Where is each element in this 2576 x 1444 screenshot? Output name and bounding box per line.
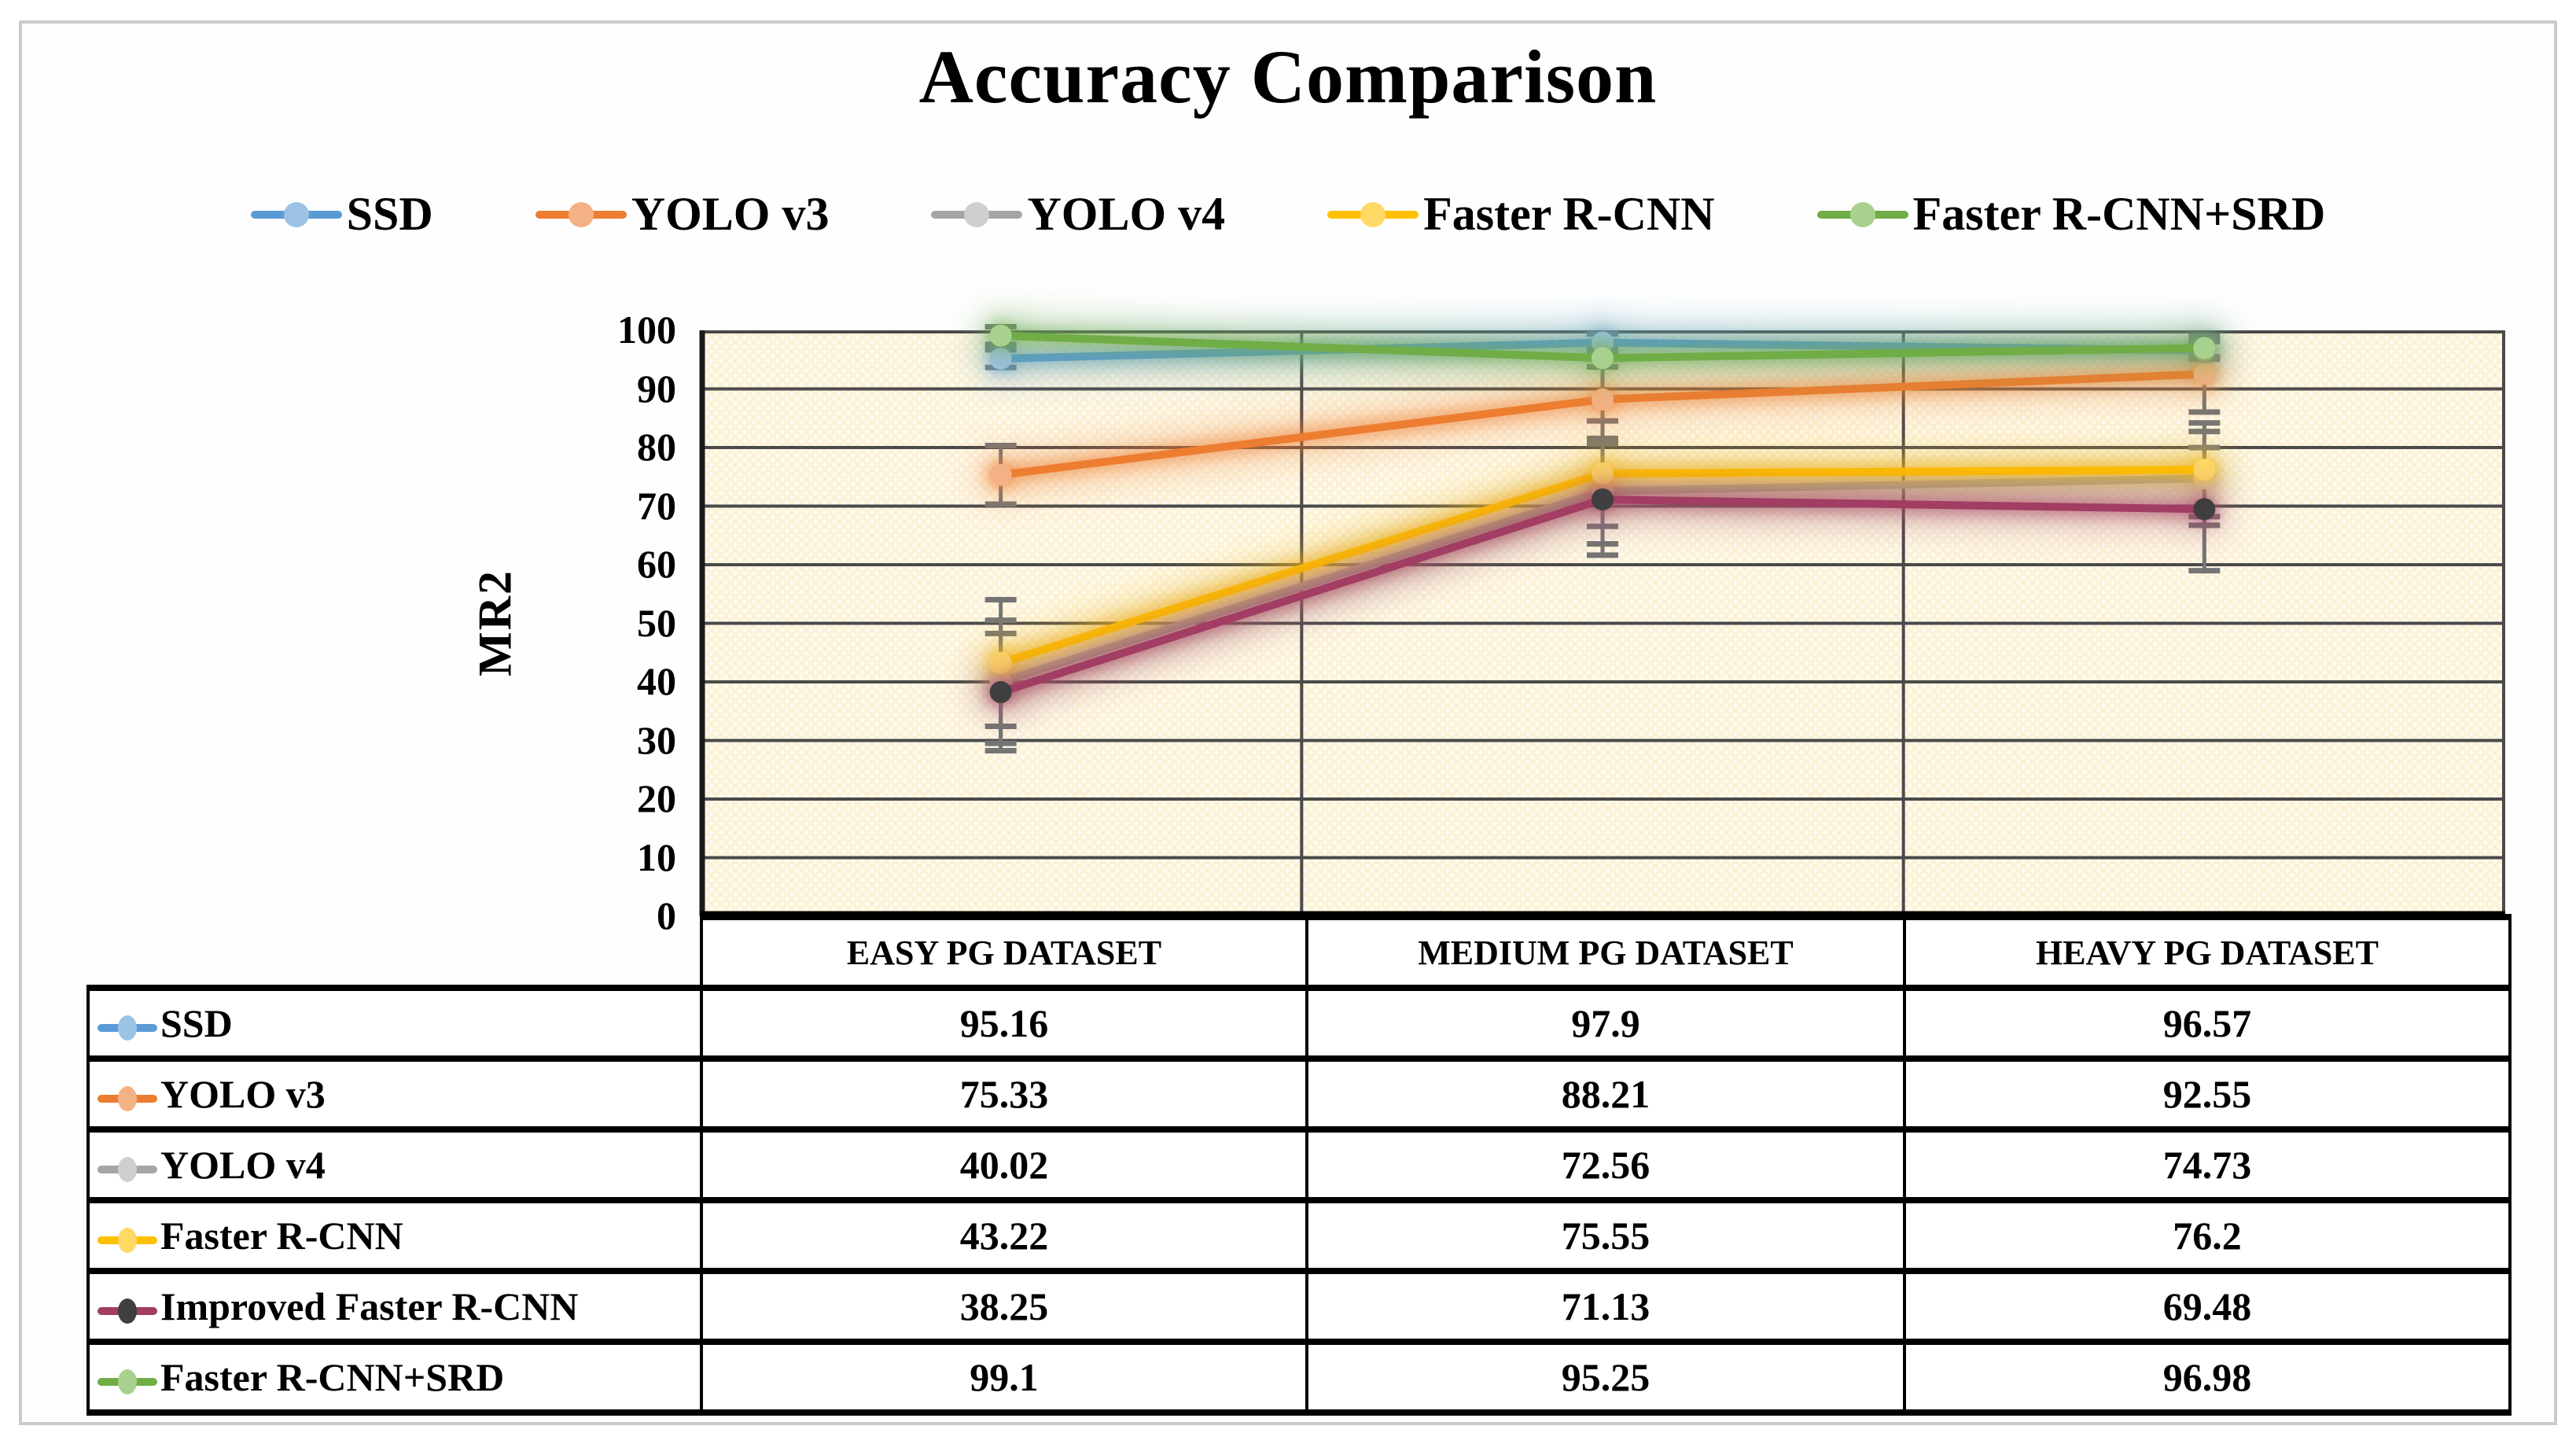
legend-item-yolo-v4: YOLO v4	[931, 187, 1225, 241]
row-label-text: Faster R-CNN+SRD	[160, 1355, 505, 1399]
legend-label: SSD	[346, 188, 433, 240]
data-point-yolo-v3-0	[989, 463, 1012, 486]
legend-item-faster-r-cnn-srd: Faster R-CNN+SRD	[1816, 187, 2326, 241]
data-point-faster-r-cnn-srd-2	[2193, 337, 2216, 359]
cell-faster-r-cnn-easy-pg-dataset: 43.22	[700, 1197, 1308, 1274]
legend-marker-faster-r-cnn-srd-icon	[1816, 199, 1908, 230]
cell-faster-r-cnn-heavy-pg-dataset: 76.2	[1903, 1197, 2512, 1274]
data-point-improved-faster-r-cnn-2	[2193, 498, 2216, 521]
data-point-faster-r-cnn-srd-0	[989, 324, 1012, 347]
cell-faster-r-cnn-medium-pg-dataset: 75.55	[1305, 1197, 1906, 1274]
column-header-heavy-pg-dataset: HEAVY PG DATASET	[1903, 914, 2512, 991]
legend-item-faster-r-cnn: Faster R-CNN	[1327, 187, 1715, 241]
legend-item-ssd: SSD	[250, 187, 433, 241]
data-point-faster-r-cnn-srd-1	[1592, 347, 1614, 370]
data-point-faster-r-cnn-2	[2193, 459, 2216, 481]
series-key-faster-r-cnn-icon	[98, 1225, 157, 1256]
series-key-yolo-v4-icon	[98, 1154, 157, 1185]
series-faster-r-cnn	[989, 459, 2216, 675]
y-tick-label-70: 70	[637, 483, 676, 528]
cell-ssd-heavy-pg-dataset: 96.57	[1903, 985, 2512, 1062]
legend-label: Faster R-CNN	[1423, 188, 1715, 240]
chart-title: Accuracy Comparison	[918, 35, 1658, 119]
table-corner-blank	[88, 917, 701, 988]
y-tick-label-20: 20	[637, 776, 676, 820]
data-point-yolo-v3-2	[2193, 363, 2216, 385]
legend-label: Faster R-CNN+SRD	[1912, 188, 2326, 240]
cell-yolo-v3-medium-pg-dataset: 88.21	[1305, 1055, 1906, 1133]
legend: SSD YOLO v3 YOLO v4 Faster R-CNN Faster R-CN…	[0, 187, 2576, 241]
table-row-faster-r-cnn: Faster R-CNN 43.22 75.55 76.2	[86, 1197, 2512, 1274]
table-row-yolo-v4: YOLO v4 40.02 72.56 74.73	[86, 1126, 2512, 1203]
table-row-yolo-v3: YOLO v3 75.33 88.21 92.55	[86, 1055, 2512, 1133]
data-point-faster-r-cnn-1	[1592, 462, 1614, 485]
row-label-text: YOLO v3	[160, 1072, 326, 1116]
cell-yolo-v3-heavy-pg-dataset: 92.55	[1903, 1055, 2512, 1133]
y-tick-label-30: 30	[637, 717, 676, 762]
legend-label: YOLO v3	[631, 188, 830, 240]
cell-improved-faster-r-cnn-easy-pg-dataset: 38.25	[700, 1268, 1308, 1345]
table-row-faster-r-cnn-srd: Faster R-CNN+SRD 99.1 95.25 96.98	[86, 1339, 2512, 1416]
row-label-yolo-v3: YOLO v3	[86, 1055, 703, 1133]
legend-label: YOLO v4	[1027, 188, 1226, 240]
cell-yolo-v4-heavy-pg-dataset: 74.73	[1903, 1126, 2512, 1203]
row-label-ssd: SSD	[86, 985, 703, 1062]
cell-faster-r-cnn-srd-heavy-pg-dataset: 96.98	[1903, 1339, 2512, 1416]
table-row-improved-faster-r-cnn: Improved Faster R-CNN 38.25 71.13 69.48	[86, 1268, 2512, 1345]
row-label-text: YOLO v4	[160, 1143, 326, 1187]
data-point-yolo-v3-1	[1592, 388, 1614, 411]
data-point-ssd-0	[989, 348, 1012, 370]
cell-yolo-v4-easy-pg-dataset: 40.02	[700, 1126, 1308, 1203]
data-point-improved-faster-r-cnn-1	[1592, 488, 1614, 511]
cell-improved-faster-r-cnn-heavy-pg-dataset: 69.48	[1903, 1268, 2512, 1345]
series-faster-r-cnn-srd	[989, 324, 2216, 370]
legend-marker-yolo-v3-icon	[535, 199, 627, 230]
row-label-faster-r-cnn: Faster R-CNN	[86, 1197, 703, 1274]
row-label-improved-faster-r-cnn: Improved Faster R-CNN	[86, 1268, 703, 1345]
table-row-ssd: SSD 95.16 97.9 96.57	[86, 985, 2512, 1062]
y-tick-label-90: 90	[637, 366, 676, 411]
legend-item-yolo-v3: YOLO v3	[535, 187, 830, 241]
cell-yolo-v3-easy-pg-dataset: 75.33	[700, 1055, 1308, 1133]
y-tick-label-0: 0	[657, 893, 676, 937]
row-label-text: SSD	[160, 1001, 233, 1045]
column-header-easy-pg-dataset: EASY PG DATASET	[700, 914, 1308, 991]
data-point-improved-faster-r-cnn-0	[989, 681, 1012, 704]
y-tick-label-60: 60	[637, 542, 676, 586]
y-tick-label-40: 40	[637, 659, 676, 703]
data-table: EASY PG DATASET MEDIUM PG DATASET HEAVY PG…	[86, 914, 2512, 1416]
data-point-faster-r-cnn-0	[989, 652, 1012, 675]
row-label-yolo-v4: YOLO v4	[86, 1126, 703, 1203]
y-tick-label-80: 80	[637, 425, 676, 469]
series-yolo-v3	[989, 363, 2216, 486]
cell-faster-r-cnn-srd-easy-pg-dataset: 99.1	[700, 1339, 1308, 1416]
series-key-improved-faster-r-cnn-icon	[98, 1295, 157, 1327]
legend-marker-faster-r-cnn-icon	[1327, 199, 1419, 230]
row-label-text: Faster R-CNN	[160, 1214, 403, 1258]
y-tick-label-100: 100	[617, 308, 676, 352]
column-header-medium-pg-dataset: MEDIUM PG DATASET	[1305, 914, 1906, 991]
y-tick-label-10: 10	[637, 834, 676, 879]
series-key-ssd-icon	[98, 1012, 157, 1044]
data-point-ssd-1	[1592, 331, 1614, 354]
y-tick-label-50: 50	[637, 600, 676, 645]
cell-ssd-medium-pg-dataset: 97.9	[1305, 985, 1906, 1062]
cell-faster-r-cnn-srd-medium-pg-dataset: 95.25	[1305, 1339, 1906, 1416]
table-header-row: EASY PG DATASET MEDIUM PG DATASET HEAVY PG…	[88, 914, 2512, 991]
legend-marker-yolo-v4-icon	[931, 199, 1023, 230]
cell-yolo-v4-medium-pg-dataset: 72.56	[1305, 1126, 1906, 1203]
legend-marker-ssd-icon	[250, 199, 342, 230]
row-label-faster-r-cnn-srd: Faster R-CNN+SRD	[86, 1339, 703, 1416]
plot-area	[699, 324, 2505, 917]
series-key-faster-r-cnn-srd-icon	[98, 1366, 157, 1398]
series-key-yolo-v3-icon	[98, 1083, 157, 1114]
series-improved-faster-r-cnn	[989, 488, 2216, 704]
cell-improved-faster-r-cnn-medium-pg-dataset: 71.13	[1305, 1268, 1906, 1345]
row-label-text: Improved Faster R-CNN	[160, 1284, 579, 1328]
cell-ssd-easy-pg-dataset: 95.16	[700, 985, 1308, 1062]
